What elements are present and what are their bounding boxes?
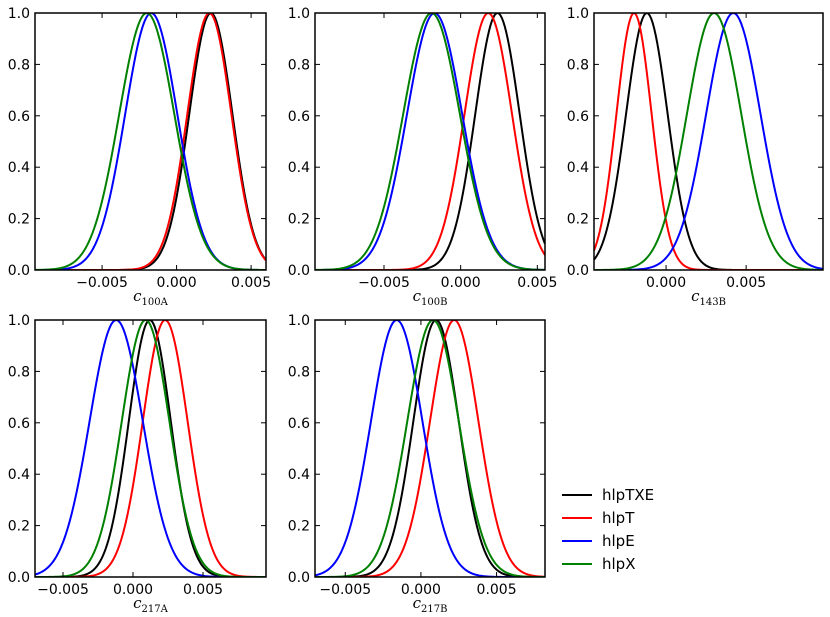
- legend-label-hlpTXE: hlpTXE: [602, 486, 654, 504]
- x-tick-label: 0.005: [726, 275, 766, 291]
- y-tick-label: 0.2: [288, 519, 310, 535]
- x-tick-label: −0.005: [76, 275, 128, 291]
- y-tick-label: 0.2: [567, 212, 589, 228]
- legend-label-hlpX: hlpX: [602, 555, 635, 573]
- y-tick-label: 0.0: [288, 263, 310, 279]
- series-line-hlpTXE: [35, 13, 266, 270]
- axes-frame: [314, 319, 546, 578]
- x-axis-label: c143B: [691, 287, 726, 308]
- y-tick-label: 1.0: [8, 313, 30, 329]
- y-tick-label: 0.6: [8, 109, 30, 125]
- y-tick-label: 1.0: [288, 6, 310, 22]
- y-tick-label: 0.8: [288, 57, 310, 73]
- y-tick-label: 0.2: [288, 212, 310, 228]
- panel-c100A: 0.0 0.2 0.4 0.6 0.8 1.0 −0.005 0.000 0.005 c100A: [8, 6, 271, 308]
- y-tick-label: 0.6: [288, 109, 310, 125]
- series-line-hlpTXE: [594, 13, 823, 270]
- y-tick-label: 0.4: [288, 160, 310, 176]
- series-line-hlpT: [35, 13, 266, 270]
- series-line-hlpX: [594, 13, 823, 270]
- axes-frame: [314, 12, 546, 271]
- y-tick-label: 0.2: [8, 212, 30, 228]
- x-tick-label: −0.005: [319, 582, 371, 598]
- series-line-hlpT: [315, 13, 545, 270]
- x-axis-label: c100A: [133, 287, 168, 308]
- y-tick-label: 0.6: [288, 416, 310, 432]
- axes-frame: [34, 319, 267, 578]
- y-tick-label: 1.0: [567, 6, 589, 22]
- x-tick-label: 0.005: [517, 275, 557, 291]
- x-tick-label: 0.000: [441, 275, 481, 291]
- plot-background: [35, 13, 266, 270]
- plot-background: [315, 13, 545, 270]
- x-tick-label: −0.005: [358, 275, 410, 291]
- series-line-hlpTXE: [315, 13, 545, 270]
- y-tick-label: 0.4: [567, 160, 589, 176]
- x-tick-label: 0.000: [113, 582, 153, 598]
- x-tick-label: 0.000: [401, 582, 441, 598]
- y-tick-label: 0.4: [288, 467, 310, 483]
- x-tick-label: 0.005: [231, 275, 271, 291]
- y-tick-label: 1.0: [8, 6, 30, 22]
- y-tick-label: 0.0: [8, 570, 30, 586]
- axes-frame: [34, 12, 267, 271]
- y-tick-label: 0.8: [567, 57, 589, 73]
- x-axis-label: c100B: [413, 287, 448, 308]
- plot-background: [315, 320, 545, 577]
- y-tick-label: 0.4: [8, 467, 30, 483]
- y-tick-label: 0.8: [288, 364, 310, 380]
- y-tick-label: 0.6: [8, 416, 30, 432]
- y-tick-label: 0.6: [567, 109, 589, 125]
- plot-background: [594, 13, 823, 270]
- y-tick-label: 0.2: [8, 519, 30, 535]
- y-tick-label: 1.0: [288, 313, 310, 329]
- panel-c217A: 0.0 0.2 0.4 0.6 0.8 1.0 −0.005 0.000 0.005 c217A: [8, 313, 267, 615]
- x-tick-label: 0.000: [646, 275, 686, 291]
- x-tick-label: 0.005: [477, 582, 517, 598]
- y-tick-label: 0.0: [567, 263, 589, 279]
- x-tick-label: 0.005: [183, 582, 223, 598]
- y-tick-label: 0.0: [8, 263, 30, 279]
- axes-frame: [593, 12, 824, 271]
- legend: hlpTXE hlpT hlpE hlpX: [562, 486, 654, 573]
- plot-background: [35, 320, 266, 577]
- legend-label-hlpE: hlpE: [602, 532, 635, 550]
- panel-c217B: 0.0 0.2 0.4 0.6 0.8 1.0 −0.005 0.000 0.005 c217B: [288, 313, 546, 615]
- x-tick-label: 0.000: [157, 275, 197, 291]
- panel-c100B: 0.0 0.2 0.4 0.6 0.8 1.0 −0.005 0.000 0.005 c100B: [288, 6, 558, 308]
- x-axis-label: c217A: [133, 594, 168, 615]
- y-tick-label: 0.8: [8, 364, 30, 380]
- series-line-hlpX: [315, 320, 545, 577]
- legend-label-hlpT: hlpT: [602, 509, 635, 527]
- series-line-hlpX: [35, 13, 266, 270]
- y-tick-label: 0.0: [288, 570, 310, 586]
- y-tick-label: 0.4: [8, 160, 30, 176]
- x-axis-label: c217B: [413, 594, 448, 615]
- x-tick-label: −0.005: [37, 582, 89, 598]
- y-tick-label: 0.8: [8, 57, 30, 73]
